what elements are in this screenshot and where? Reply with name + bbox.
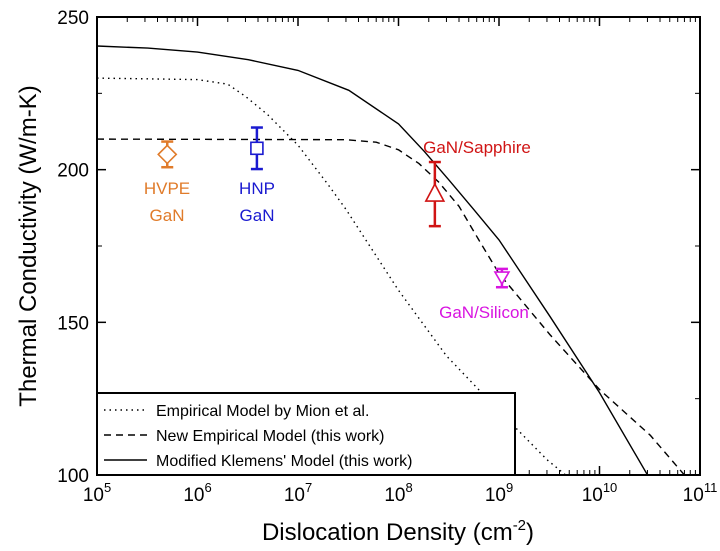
x-tick-label: 1011 bbox=[683, 480, 718, 506]
point-label: HVPE bbox=[144, 179, 190, 198]
marker-triangle-up bbox=[424, 182, 446, 202]
point-label: HNP bbox=[239, 179, 275, 198]
series-line-dashed bbox=[97, 138, 685, 475]
legend-box bbox=[96, 392, 516, 476]
x-axis-label: Dislocation Density (cm-2) bbox=[262, 517, 534, 546]
point-label: GaN/Silicon bbox=[439, 303, 529, 322]
point-label: GaN bbox=[240, 206, 275, 225]
legend-label: Modified Klemens' Model (this work) bbox=[156, 453, 412, 470]
legend-label: New Empirical Model (this work) bbox=[156, 428, 385, 445]
y-axis-label: Thermal Conductivity (W/m-K) bbox=[15, 85, 42, 406]
x-tick-label: 1010 bbox=[582, 480, 618, 506]
marker-diamond bbox=[157, 144, 178, 165]
y-tick-label: 100 bbox=[57, 466, 89, 487]
data-point: GaN/Silicon bbox=[439, 267, 529, 322]
x-tick-label: 109 bbox=[485, 480, 513, 506]
y-tick-label: 250 bbox=[57, 8, 89, 29]
series-line-solid bbox=[97, 45, 649, 475]
y-tick-label: 200 bbox=[57, 161, 89, 182]
legend: Empirical Model by Mion et al. New Empiri… bbox=[96, 392, 516, 476]
point-label: GaN/Sapphire bbox=[423, 138, 531, 157]
x-tick-label: 105 bbox=[83, 480, 111, 506]
point-label: GaN bbox=[150, 206, 185, 225]
data-point: HNP GaN bbox=[239, 126, 275, 225]
marker-triangle-down bbox=[493, 271, 511, 286]
data-point: GaN/Sapphire bbox=[423, 138, 531, 228]
x-tick-label: 108 bbox=[384, 480, 412, 506]
data-point: HVPE GaN bbox=[144, 140, 190, 225]
y-tick-label: 150 bbox=[57, 313, 89, 334]
marker-square bbox=[250, 141, 264, 156]
x-tick-label: 106 bbox=[183, 480, 211, 506]
plot-area: HVPE GaN HNP GaN GaN/Sapphire GaN/Silicon bbox=[97, 45, 685, 475]
legend-label: Empirical Model by Mion et al. bbox=[156, 403, 369, 420]
x-tick-label: 107 bbox=[284, 480, 312, 506]
